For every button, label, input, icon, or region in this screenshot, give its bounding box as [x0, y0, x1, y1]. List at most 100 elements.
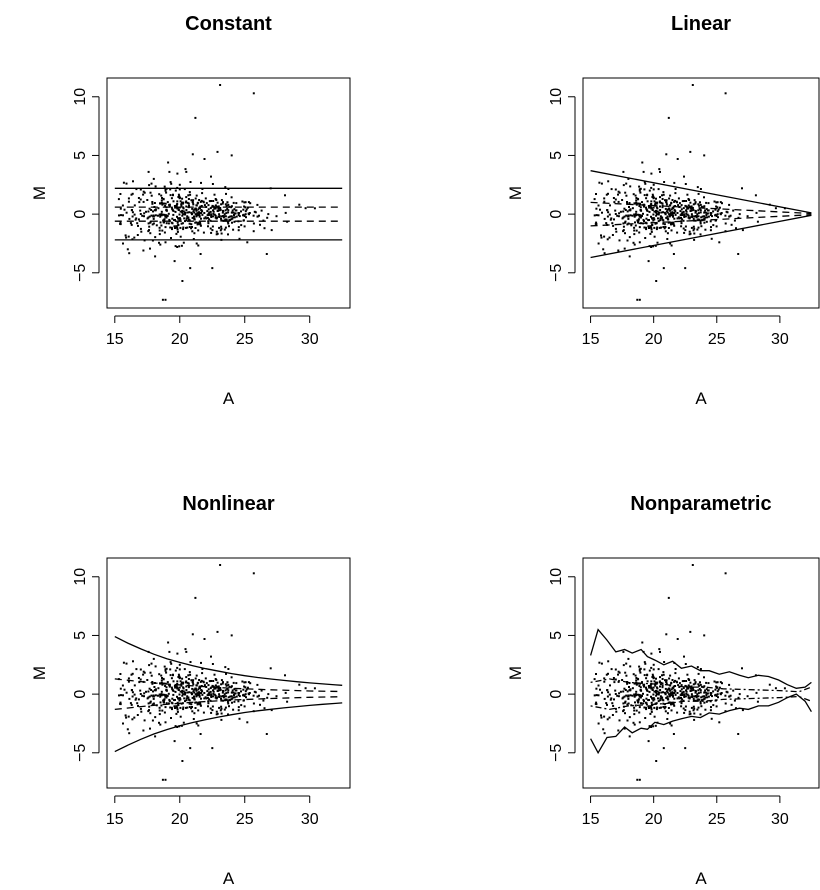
data-point	[131, 695, 134, 698]
data-point	[716, 210, 719, 213]
data-point	[626, 703, 629, 706]
data-point	[688, 710, 691, 713]
data-point	[216, 201, 219, 204]
data-point	[185, 201, 187, 204]
data-point	[229, 695, 232, 698]
data-point	[624, 221, 626, 224]
data-point	[190, 707, 193, 710]
data-point	[266, 696, 269, 699]
data-point	[699, 683, 702, 686]
data-point	[669, 209, 672, 212]
data-point	[662, 747, 665, 750]
data-point	[690, 695, 693, 698]
data-point	[195, 689, 198, 692]
data-point	[721, 202, 723, 205]
data-point	[603, 200, 606, 203]
data-point	[146, 217, 149, 220]
data-point	[192, 238, 195, 240]
data-point	[176, 695, 178, 698]
data-point	[703, 211, 706, 214]
data-point	[680, 688, 683, 691]
data-point	[650, 227, 653, 230]
data-point	[227, 691, 230, 694]
data-point	[210, 213, 213, 216]
data-point	[622, 222, 625, 225]
data-point	[136, 222, 139, 225]
data-point	[741, 709, 744, 712]
data-point	[703, 196, 705, 199]
data-point	[698, 204, 701, 207]
data-point	[659, 695, 662, 698]
data-point	[161, 677, 163, 679]
data-point	[678, 217, 681, 220]
data-point	[178, 188, 181, 191]
data-point	[624, 689, 627, 691]
data-point	[697, 212, 700, 215]
data-point	[173, 740, 176, 743]
data-point	[724, 710, 727, 713]
data-point	[653, 200, 656, 203]
data-point	[686, 207, 689, 210]
data-point	[693, 707, 696, 710]
data-point	[209, 690, 212, 693]
data-point	[647, 705, 650, 708]
data-point	[709, 694, 712, 696]
data-point	[238, 717, 241, 720]
data-point	[207, 225, 209, 228]
data-point	[677, 696, 680, 699]
data-point	[694, 681, 697, 684]
data-point	[606, 703, 608, 706]
data-point	[637, 699, 640, 701]
data-point	[692, 225, 695, 228]
data-point	[682, 690, 685, 693]
data-point	[669, 722, 672, 725]
data-point	[665, 199, 668, 202]
data-point	[204, 216, 207, 219]
data-point	[244, 686, 247, 689]
data-point	[696, 695, 698, 698]
data-point	[692, 229, 695, 232]
data-point	[173, 225, 176, 228]
data-point	[608, 716, 611, 719]
data-point	[756, 700, 759, 703]
data-point	[235, 202, 238, 205]
data-point	[178, 675, 181, 678]
data-point	[645, 677, 648, 680]
data-point	[231, 221, 233, 224]
data-point	[650, 701, 653, 704]
data-point	[164, 298, 167, 301]
data-point	[690, 213, 693, 216]
data-point	[617, 673, 619, 676]
data-point	[185, 699, 188, 702]
data-point	[313, 687, 316, 690]
data-point	[614, 198, 617, 201]
data-point	[704, 708, 707, 711]
data-point	[652, 197, 655, 200]
data-point	[635, 681, 638, 684]
data-point	[682, 219, 685, 222]
data-point	[711, 215, 713, 218]
data-point	[240, 224, 243, 227]
data-point	[635, 203, 638, 206]
data-point	[609, 698, 612, 701]
data-point	[275, 695, 278, 698]
data-point	[168, 170, 171, 173]
data-point	[217, 205, 220, 208]
data-point	[147, 222, 150, 225]
y-axis-label: M	[506, 186, 525, 200]
data-point	[655, 214, 658, 217]
data-point	[638, 231, 641, 234]
data-point	[180, 222, 183, 225]
data-point	[603, 217, 606, 220]
data-point	[676, 711, 679, 714]
data-point	[663, 703, 666, 706]
data-point	[223, 228, 226, 231]
data-point	[667, 707, 670, 709]
data-point	[647, 225, 650, 228]
data-point	[224, 209, 227, 212]
data-point	[666, 688, 669, 691]
data-point	[133, 716, 136, 719]
data-point	[673, 212, 676, 214]
data-point	[614, 209, 617, 212]
data-point	[231, 701, 233, 704]
